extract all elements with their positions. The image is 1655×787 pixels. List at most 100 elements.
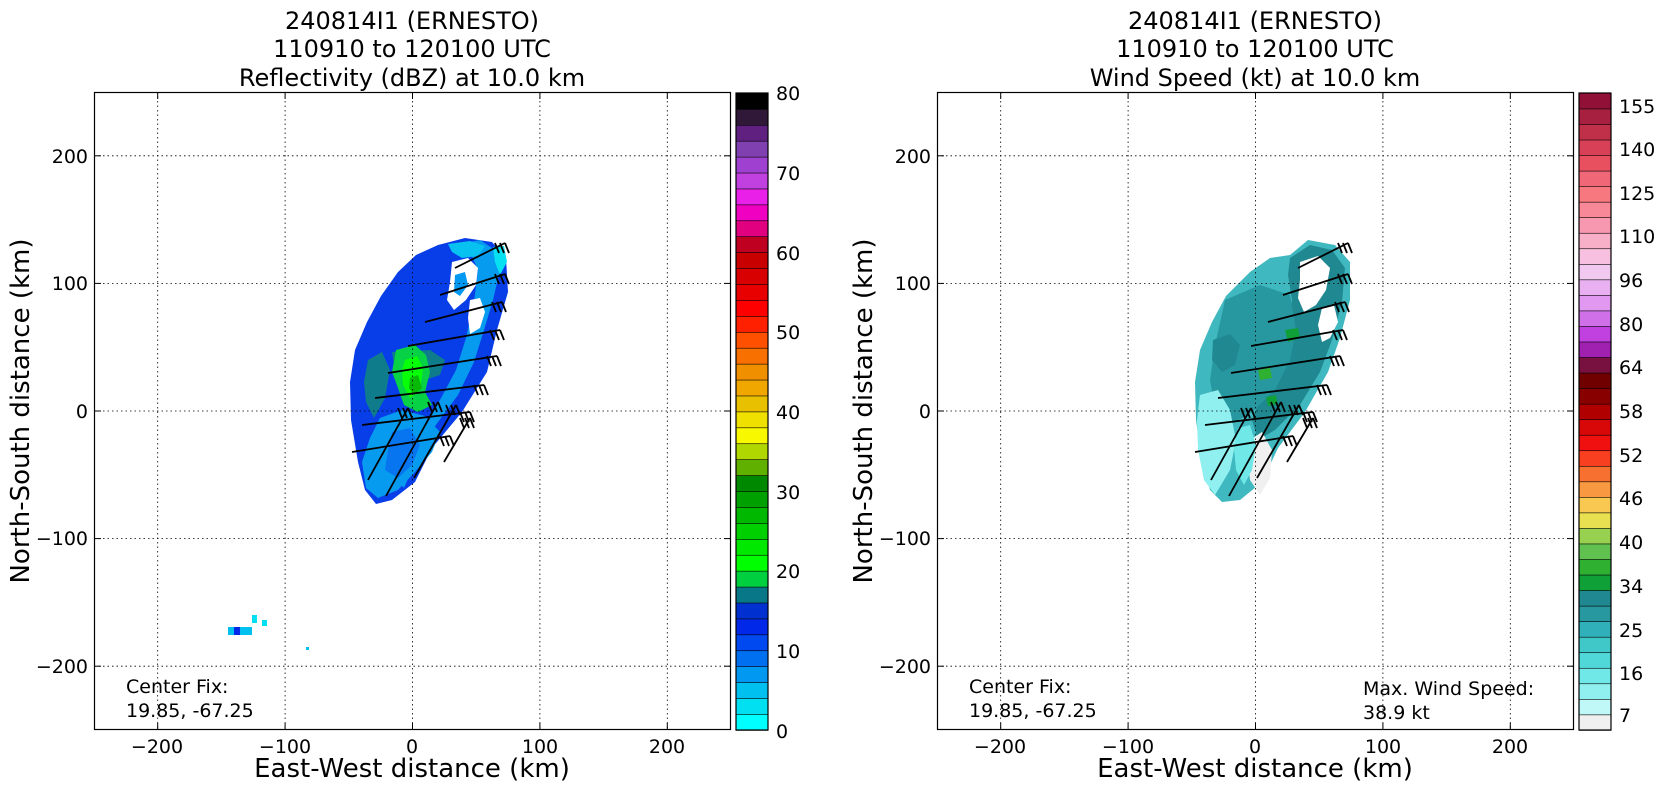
wind-barb-flag bbox=[1337, 273, 1343, 285]
y-tick-label: −200 bbox=[879, 656, 931, 678]
colorbar-swatch bbox=[1578, 263, 1612, 281]
x-tick-label: 0 bbox=[406, 736, 418, 758]
colorbar-swatch bbox=[735, 395, 769, 413]
wind-barb-flag bbox=[1332, 329, 1338, 341]
wind-barb-flag bbox=[432, 401, 438, 413]
colorbar-swatch bbox=[735, 331, 769, 349]
wind-barb bbox=[1282, 273, 1349, 296]
colorbar-swatch bbox=[1578, 92, 1612, 110]
colorbar-swatch bbox=[735, 713, 769, 731]
wind-x-axis-label: East-West distance (km) bbox=[1097, 754, 1413, 784]
wind-y-tick-labels: 200 100 0 −100 −200 bbox=[879, 146, 931, 678]
wind-barb bbox=[413, 404, 457, 479]
colorbar-swatch bbox=[735, 172, 769, 190]
colorbar-swatch bbox=[735, 506, 769, 524]
colorbar-swatch bbox=[1578, 372, 1612, 389]
colorbar-swatch bbox=[1578, 589, 1612, 607]
colorbar-swatch bbox=[1578, 248, 1612, 265]
colorbar-swatch bbox=[735, 156, 769, 174]
reflectivity-radar-echoes bbox=[228, 238, 508, 650]
wind-speed-field bbox=[1195, 240, 1350, 502]
colorbar-swatch bbox=[735, 315, 769, 333]
colorbar-swatch bbox=[1578, 574, 1612, 591]
wind-barb-flag bbox=[1321, 384, 1327, 396]
colorbar-swatch bbox=[735, 379, 769, 397]
wind-barb-flag bbox=[1342, 242, 1348, 254]
colorbar-swatch bbox=[735, 522, 769, 540]
colorbar-swatch bbox=[735, 554, 769, 572]
wind-barb-flag bbox=[496, 301, 502, 313]
colorbar-swatch bbox=[1578, 605, 1612, 622]
colorbar-swatch bbox=[1578, 403, 1612, 420]
wind-barb-flag bbox=[1342, 329, 1348, 341]
colorbar-tick-label: 20 bbox=[776, 561, 800, 583]
wind-barb-flag bbox=[1270, 401, 1276, 413]
colorbar-tick-label: 0 bbox=[776, 721, 788, 743]
colorbar-swatch bbox=[1578, 698, 1612, 716]
wind-barb-flag bbox=[1312, 417, 1318, 429]
y-tick-label: −100 bbox=[36, 528, 88, 550]
max-wind-speed-value: 38.9 kt bbox=[1363, 702, 1430, 724]
wind-barb bbox=[361, 411, 471, 426]
wind-barb bbox=[1230, 355, 1341, 374]
wind-y-axis-label: North-South distance (km) bbox=[849, 238, 879, 583]
wind-barb-flag bbox=[1342, 273, 1348, 285]
wind-barb bbox=[1194, 435, 1294, 453]
colorbar-tick-label: 140 bbox=[1619, 139, 1655, 161]
wind-barb bbox=[1267, 301, 1346, 323]
wind-barb-flag bbox=[501, 301, 507, 313]
wind-barb-flag bbox=[486, 355, 492, 367]
wind-barb bbox=[1286, 417, 1314, 463]
colorbar-tick-label: 52 bbox=[1619, 445, 1643, 467]
colorbar-swatch bbox=[1578, 512, 1612, 529]
colorbar-frame bbox=[735, 92, 769, 731]
wind-barb bbox=[1217, 384, 1328, 399]
wind-barb-flag bbox=[483, 384, 489, 396]
wind-barb bbox=[374, 384, 485, 399]
x-tick-label: 0 bbox=[1249, 736, 1261, 758]
colorbar-swatch bbox=[735, 92, 769, 110]
wind-speed-colorbar-labels: 7 16 25 34 40 46 52 58 64 80 96 110 125 … bbox=[1619, 96, 1655, 727]
wind-barb-flag bbox=[439, 435, 445, 447]
wind-speed-grid bbox=[937, 92, 1574, 730]
wind-barb-flag bbox=[1329, 355, 1335, 367]
wind-barb-flag bbox=[494, 329, 500, 341]
wind-barb-flag bbox=[1334, 301, 1340, 313]
wind-barb bbox=[1256, 404, 1300, 479]
wind-speed-colorbar bbox=[1578, 92, 1612, 731]
wind-barb bbox=[1250, 329, 1344, 347]
wind-barb bbox=[367, 407, 409, 481]
colorbar-swatch bbox=[735, 347, 769, 365]
reflectivity-title-line2: 110910 to 120100 UTC bbox=[273, 35, 551, 63]
wind-barb-flag bbox=[1293, 404, 1299, 416]
colorbar-swatch bbox=[1578, 683, 1612, 700]
colorbar-swatch bbox=[735, 283, 769, 301]
colorbar-tick-label: 70 bbox=[776, 163, 800, 185]
colorbar-swatch bbox=[735, 411, 769, 429]
colorbar-swatch bbox=[1578, 387, 1612, 405]
colorbar-swatch bbox=[735, 586, 769, 604]
wind-title-line2: 110910 to 120100 UTC bbox=[1116, 35, 1394, 63]
colorbar-tick-label: 46 bbox=[1619, 488, 1643, 510]
wind-barb-flag bbox=[499, 329, 505, 341]
colorbar-swatch bbox=[1578, 434, 1612, 452]
wind-speed-wind-barbs bbox=[1194, 242, 1353, 497]
wind-barb-flag bbox=[464, 417, 470, 429]
colorbar-swatch bbox=[735, 140, 769, 158]
colorbar-frame bbox=[1578, 92, 1612, 731]
wind-barb-flag bbox=[450, 404, 456, 416]
wind-barb-flag bbox=[427, 401, 433, 413]
x-tick-label: 200 bbox=[649, 736, 685, 758]
colorbar-swatch bbox=[735, 490, 769, 508]
wind-barb bbox=[351, 435, 451, 453]
colorbar-tick-label: 34 bbox=[1619, 576, 1643, 598]
wind-title-line1: 240814I1 (ERNESTO) bbox=[1128, 7, 1382, 35]
colorbar-swatch bbox=[1578, 123, 1612, 141]
wind-barb-flag bbox=[455, 404, 461, 416]
wind-barb-flag bbox=[437, 401, 443, 413]
wind-barb-flag bbox=[1339, 301, 1345, 313]
wind-barb-flag bbox=[1326, 384, 1332, 396]
wind-barb-flag bbox=[491, 355, 497, 367]
colorbar-swatch bbox=[1578, 139, 1612, 156]
wind-barb-flag bbox=[1298, 404, 1304, 416]
